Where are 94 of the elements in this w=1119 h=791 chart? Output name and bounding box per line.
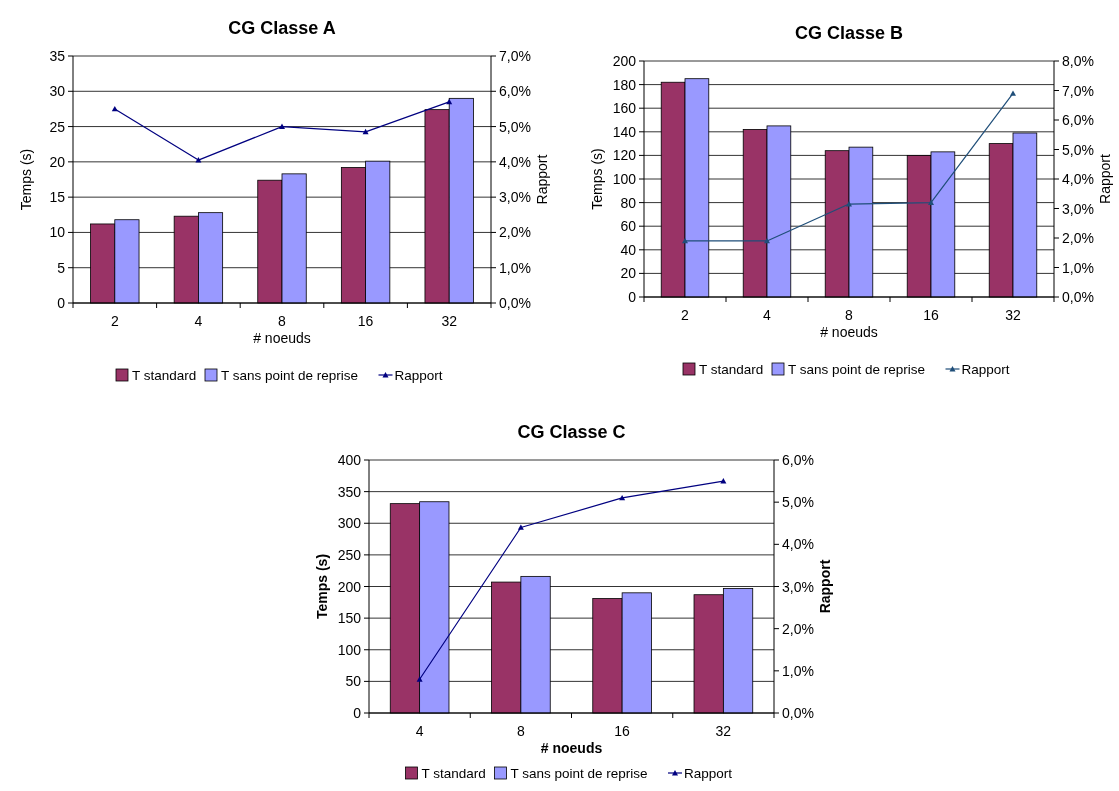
y2-tick-label: 1,0%: [782, 662, 814, 679]
y-tick-label: 100: [612, 171, 637, 187]
chart-title: CG Classe B: [794, 23, 904, 43]
y2-tick-label: 5,0%: [499, 118, 531, 135]
y2-axis-title: Rapport: [817, 559, 833, 614]
y-tick-label: 400: [337, 452, 362, 468]
y-tick-label: 0: [353, 705, 362, 721]
y2-tick-label: 0,0%: [1062, 289, 1094, 305]
y-tick-label: 0: [628, 289, 637, 305]
y-axis-title: Temps (s): [314, 553, 330, 620]
y-tick-label: 200: [337, 578, 362, 595]
y2-tick-label: 4,0%: [782, 536, 814, 553]
y2-tick-label: 6,0%: [782, 452, 814, 468]
y-tick-label: 40: [620, 241, 637, 258]
y-axis-title: Temps (s): [589, 148, 605, 210]
x-tick-label: 16: [357, 313, 374, 329]
legend-label: Rapport: [961, 362, 1010, 377]
chart-title: CG Classe A: [228, 18, 336, 38]
y2-tick-label: 6,0%: [1062, 112, 1094, 128]
y2-tick-label: 1,0%: [1062, 259, 1094, 276]
y-tick-label: 80: [620, 194, 637, 211]
y-tick-label: 350: [337, 483, 362, 500]
x-tick-label: 16: [923, 307, 939, 323]
y-tick-label: 20: [620, 265, 637, 282]
y-tick-label: 100: [337, 641, 362, 658]
y2-tick-label: 3,0%: [499, 189, 531, 206]
y-tick-label: 15: [49, 189, 66, 206]
y2-tick-label: 4,0%: [1062, 171, 1094, 187]
x-tick-label: 8: [516, 723, 525, 739]
y-tick-label: 20: [49, 153, 66, 170]
y2-tick-label: 6,0%: [499, 83, 531, 100]
y-tick-label: 10: [49, 224, 66, 241]
y-axis-title: Temps (s): [18, 148, 34, 211]
legend-label: T standard: [421, 766, 486, 781]
y-tick-label: 120: [612, 147, 637, 164]
y2-tick-label: 2,0%: [782, 620, 814, 637]
point: [1010, 90, 1016, 96]
point: [446, 98, 453, 105]
legend-label: T standard: [132, 368, 197, 383]
y-tick-label: 25: [49, 118, 66, 135]
y2-tick-label: 0,0%: [782, 705, 814, 721]
point: [517, 524, 524, 530]
y2-tick-label: 7,0%: [1062, 82, 1094, 99]
y2-tick-label: 3,0%: [1062, 200, 1094, 217]
y2-axis-title: Rapport: [534, 154, 550, 205]
point: [416, 676, 423, 682]
y2-tick-label: 4,0%: [499, 153, 531, 170]
x-axis-title: # noeuds: [820, 324, 878, 340]
x-axis-title: # noeuds: [253, 330, 311, 346]
y2-tick-label: 2,0%: [499, 224, 531, 241]
y2-tick-label: 0,0%: [499, 295, 531, 311]
x-tick-label: 16: [614, 723, 631, 739]
x-tick-label: 2: [681, 307, 690, 323]
legend-label: T sans point de reprise: [221, 368, 359, 383]
y-tick-label: 250: [337, 546, 362, 563]
x-tick-label: 32: [715, 723, 732, 739]
y2-tick-label: 5,0%: [782, 494, 814, 511]
y-tick-label: 200: [612, 53, 637, 69]
y2-tick-label: 5,0%: [1062, 141, 1094, 158]
y-tick-label: 180: [612, 76, 637, 93]
y2-axis-title: Rapport: [1097, 153, 1113, 204]
y-tick-label: 0: [57, 295, 66, 311]
y2-tick-label: 2,0%: [1062, 230, 1094, 246]
x-tick-label: 8: [278, 313, 287, 329]
y-tick-label: 30: [49, 83, 66, 100]
x-tick-label: 2: [110, 313, 119, 329]
legend-label: Rapport: [684, 766, 733, 781]
chart-title: CG Classe C: [517, 422, 626, 442]
y2-tick-label: 3,0%: [782, 578, 814, 595]
x-tick-label: 32: [1005, 307, 1021, 323]
x-tick-label: 4: [415, 723, 424, 739]
point: [928, 199, 934, 205]
y-tick-label: 150: [337, 610, 362, 627]
y-tick-label: 35: [49, 48, 66, 64]
y-tick-label: 60: [620, 218, 637, 235]
x-axis-title: # noeuds: [540, 740, 603, 756]
y-tick-label: 5: [57, 259, 66, 276]
x-tick-label: 32: [441, 313, 458, 329]
y-tick-label: 160: [612, 100, 637, 117]
legend-label: T sans point de reprise: [788, 362, 926, 377]
y2-tick-label: 7,0%: [499, 48, 531, 64]
x-tick-label: 4: [763, 307, 772, 323]
legend-label: T sans point de reprise: [510, 766, 648, 781]
y2-tick-label: 8,0%: [1062, 53, 1094, 69]
y2-tick-label: 1,0%: [499, 259, 531, 276]
legend-label: T standard: [699, 362, 764, 377]
y-tick-label: 300: [337, 515, 362, 532]
y-tick-label: 140: [612, 123, 637, 140]
y-tick-label: 50: [345, 673, 362, 690]
point: [279, 123, 285, 129]
x-tick-label: 8: [845, 307, 854, 323]
x-tick-label: 4: [194, 313, 203, 329]
point: [111, 105, 118, 112]
legend-label: Rapport: [394, 368, 443, 383]
